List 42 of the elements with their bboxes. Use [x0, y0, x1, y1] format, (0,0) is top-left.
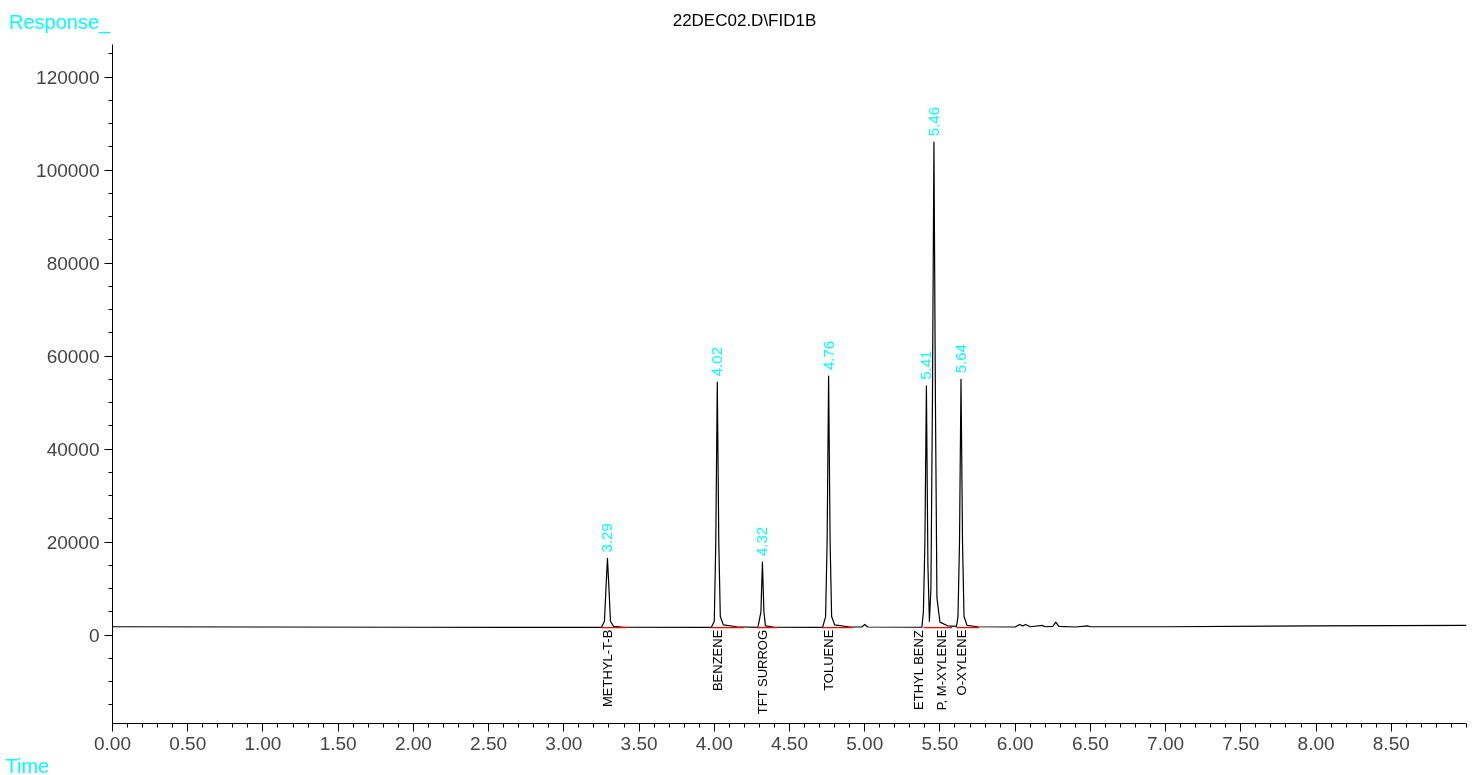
y-tick-label: 60000: [46, 345, 100, 367]
x-tick-label: 7.50: [1222, 732, 1260, 754]
chart-title: 22DEC02.D\FID1B: [672, 11, 817, 30]
x-tick-label: 4.50: [771, 732, 808, 754]
annotation: TFT SURROG: [754, 629, 770, 715]
x-tick-label: 1.00: [244, 732, 282, 754]
x-tick-label: 6.00: [996, 732, 1034, 754]
x-tick-label: 0.00: [94, 732, 131, 754]
x-tick-label: 3.50: [620, 732, 658, 754]
annotation: 4.02: [708, 346, 726, 377]
annotation: 4.32: [753, 526, 771, 557]
x-tick-label: 2.50: [470, 732, 508, 754]
y-tick-label: 20000: [46, 531, 100, 553]
x-tick-label: 5.00: [846, 732, 884, 754]
x-tick-label: 2.00: [394, 732, 432, 754]
x-axis-title: Time: [5, 754, 50, 775]
y-tick-label: 100000: [36, 159, 100, 181]
x-tick-label: 6.50: [1071, 732, 1109, 754]
y-tick-label: 0: [88, 624, 100, 646]
y-tick-label: 40000: [46, 438, 100, 460]
annotation: 3.29: [598, 523, 616, 553]
annotation: ETHYL BENZ: [911, 630, 927, 710]
annotation: O-XYLENE: [953, 629, 969, 696]
x-tick-label: 7.00: [1147, 732, 1185, 754]
x-tick-label: 3.00: [545, 732, 583, 754]
annotation: 4.76: [819, 340, 837, 371]
x-tick-label: 8.00: [1297, 732, 1335, 754]
y-tick-label: 120000: [36, 66, 100, 88]
x-tick-label: 1.50: [319, 732, 357, 754]
y-tick-label: 80000: [46, 252, 100, 274]
y-axis-title: Response_: [9, 10, 111, 36]
x-tick-label: 4.00: [695, 732, 733, 754]
annotation: 5.46: [924, 106, 942, 137]
annotation: METHYL-T-B: [599, 629, 615, 707]
annotation: BENZENE: [709, 629, 725, 692]
annotation: 5.64: [952, 344, 970, 374]
x-tick-label: 5.50: [921, 732, 959, 754]
annotation: 5.41: [917, 350, 935, 380]
annotation: TOLUENE: [821, 629, 837, 691]
x-tick-label: 8.50: [1372, 732, 1410, 754]
annotation: P, M-XYLENE: [933, 629, 949, 711]
x-tick-label: 0.50: [169, 732, 207, 754]
